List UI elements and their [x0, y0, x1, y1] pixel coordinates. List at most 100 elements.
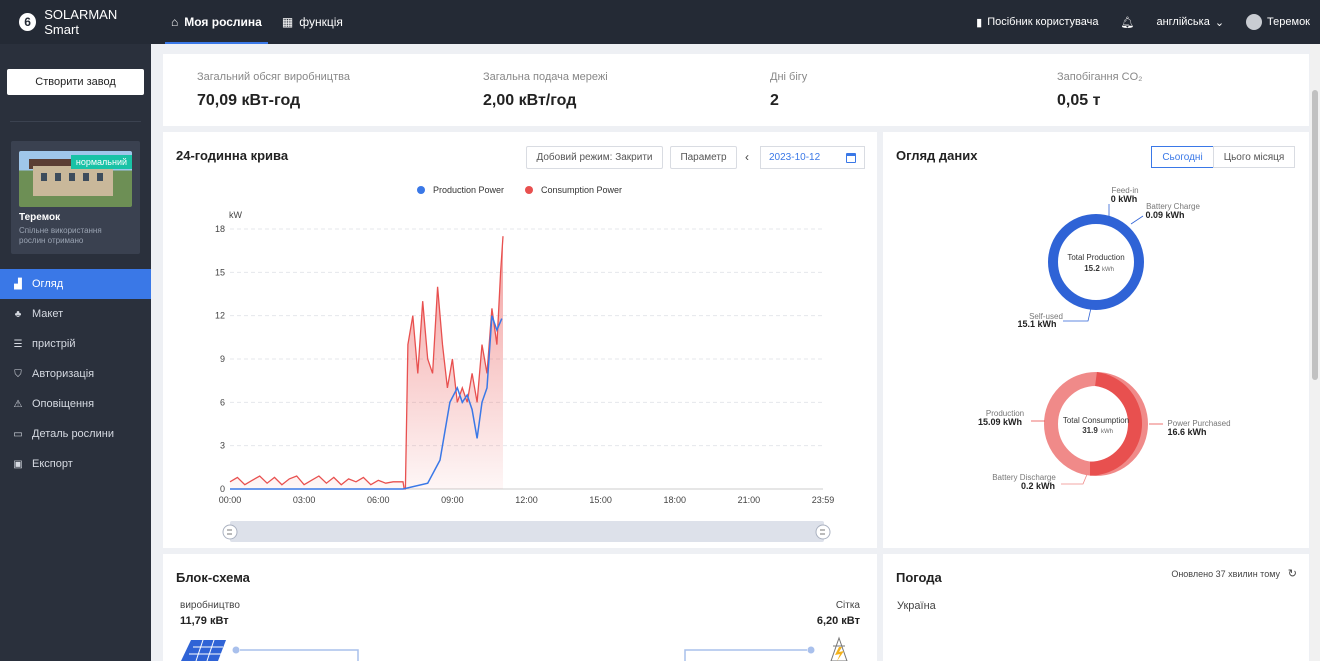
production-value: 11,79 кВт [180, 615, 229, 627]
curve-title: 24-годинна крива [176, 148, 289, 163]
y-tick-label: 12 [215, 311, 225, 321]
window-shape [69, 173, 75, 181]
stat-co2: Запобігання CO₂ 0,05 т [1057, 71, 1142, 110]
chevron-down-icon: ⌄ [1214, 16, 1225, 29]
window-shape [83, 173, 89, 181]
weather-location: Україна [897, 600, 936, 612]
stat-label: Запобігання CO₂ [1057, 71, 1143, 83]
self-used-label: Self-used [1029, 312, 1063, 321]
logo[interactable]: 6 SOLARMAN Smart [0, 7, 151, 37]
date-value: 2023-10-12 [769, 152, 821, 163]
x-tick-label: 12:00 [515, 495, 538, 505]
grid-icon: ▦ [281, 15, 294, 29]
sidebar-item-label: пристрій [32, 338, 76, 350]
top-nav: ⌂ Моя рослина ▦ функція [165, 0, 349, 44]
battery-charge-label: Battery Charge [1146, 202, 1200, 211]
shield-icon: ⛉ [14, 368, 22, 380]
production-center-value: 15.2 [1084, 264, 1100, 273]
sidebar-item-overview[interactable]: ▟ Огляд [0, 269, 151, 299]
production-center-unit: kWh [1102, 267, 1114, 273]
power-purchased-value: 16.6 kWh [1167, 427, 1206, 437]
date-picker[interactable]: 2023-10-12 [760, 146, 865, 169]
page-scrollbar[interactable] [1310, 44, 1320, 661]
sidebar-item-layout[interactable]: ♣ Макет [0, 299, 151, 329]
sidebar-item-device[interactable]: ☰ пристрій [0, 329, 151, 359]
language-select[interactable]: англійська ⌄ [1156, 16, 1224, 29]
consumption-center-value: 31.9 [1082, 426, 1098, 435]
x-tick-label: 15:00 [589, 495, 612, 505]
x-tick-label: 09:00 [441, 495, 464, 505]
plant-name: Теремок [19, 212, 61, 223]
sidebar-item-export[interactable]: ▣ Експорт [0, 449, 151, 479]
user-menu[interactable]: Теремок [1246, 14, 1310, 30]
stat-value: 2 [770, 92, 779, 109]
bell-icon[interactable]: 🔔︎ [1120, 16, 1135, 29]
sidebar-item-plant-detail[interactable]: ▭ Деталь рослини [0, 419, 151, 449]
parameter-button[interactable]: Параметр [670, 146, 737, 169]
refresh-icon[interactable]: ↻ [1287, 568, 1297, 580]
stat-label: Загальна подача мережі [483, 71, 608, 83]
y-tick-label: 0 [220, 484, 225, 494]
sidebar-item-label: Макет [32, 308, 64, 320]
device-icon: ☰ [13, 338, 23, 350]
power-tower-icon [830, 636, 848, 661]
user-name: Теремок [1267, 16, 1310, 28]
language-label: англійська [1156, 16, 1210, 28]
window-shape [55, 173, 61, 181]
self-used-value: 15.1 kWh [1017, 319, 1056, 329]
sidebar-item-authorization[interactable]: ⛉ Авторизація [0, 359, 151, 389]
alarm-icon: ⚠ [13, 398, 23, 410]
sidebar-item-label: Авторизація [32, 368, 95, 380]
layout-icon: ♣ [14, 308, 22, 320]
flow-diagram [181, 636, 848, 661]
consumption-center-unit: kWh [1101, 429, 1113, 435]
this-month-toggle[interactable]: Цього місяця [1213, 146, 1295, 168]
plant-card[interactable]: нормальний Теремок Спільне використання … [11, 141, 140, 254]
y-tick-label: 15 [215, 267, 225, 277]
folder-icon: ▭ [13, 428, 23, 440]
scroll-thumb[interactable] [1312, 90, 1318, 380]
y-tick-label: 6 [220, 397, 225, 407]
production-value: 15.09 kWh [978, 417, 1022, 427]
tab-function[interactable]: ▦ функція [276, 0, 349, 44]
plant-subtitle: Спільне використання рослин отримано [19, 226, 102, 245]
battery-discharge-value: 0.2 kWh [1021, 481, 1055, 491]
consumption-line [229, 236, 504, 490]
y-tick-label: 18 [215, 224, 225, 234]
data-overview-card: Огляд даних Сьогодні Цього місяця Total … [883, 132, 1309, 548]
sidebar-item-label: Деталь рослини [32, 428, 114, 440]
stat-total-production: Загальний обсяг виробництва 70,09 кВт-го… [197, 71, 350, 110]
flow-line [240, 649, 359, 661]
top-bar: 6 SOLARMAN Smart ⌂ Моя рослина ▦ функція… [0, 0, 1320, 44]
plant-image: нормальний [19, 151, 132, 207]
stat-value: 2,00 кВт/год [483, 92, 577, 109]
tab-my-plant[interactable]: ⌂ Моя рослина [165, 0, 268, 44]
production-ring [1048, 214, 1144, 310]
user-guide-link[interactable]: ▮ Посібник користувача [976, 16, 1098, 29]
weather-updated: Оновлено 37 хвилин тому [1171, 569, 1280, 579]
block-diagram-card: Блок-схема виробництво 11,79 кВт Сітка 6… [163, 554, 877, 661]
avatar [1246, 14, 1263, 30]
sidebar: Створити завод нормальний Теремок Спільн… [0, 44, 151, 661]
consumption-area [230, 236, 503, 489]
solar-panel-icon [181, 639, 226, 661]
consumption-center-label: Total Consumption [1063, 416, 1129, 425]
daily-mode-button[interactable]: Добовий режим: Закрити [526, 146, 663, 169]
sidebar-item-label: Експорт [32, 458, 73, 470]
sidebar-menu: ▟ Огляд ♣ Макет ☰ пристрій ⛉ Авторизація… [0, 269, 151, 479]
sidebar-item-label: Огляд [32, 278, 64, 290]
leader-line [1063, 307, 1092, 322]
battery-charge-value: 0.09 kWh [1145, 210, 1184, 220]
chevron-left-icon[interactable]: ‹ [745, 150, 749, 164]
production-center-label: Total Production [1067, 253, 1124, 262]
y-tick-label: 9 [220, 354, 225, 364]
flow-line [684, 649, 807, 661]
stat-value: 70,09 кВт-год [197, 92, 301, 109]
create-plant-button[interactable]: Створити завод [7, 69, 144, 95]
stat-run-days: Дні бігу 2 [770, 71, 807, 110]
sidebar-item-alerts[interactable]: ⚠ Оповіщення [0, 389, 151, 419]
house-shape [33, 166, 113, 196]
leader-line [1130, 215, 1144, 225]
x-tick-label: 06:00 [367, 495, 390, 505]
range-slider-handle [815, 524, 831, 540]
